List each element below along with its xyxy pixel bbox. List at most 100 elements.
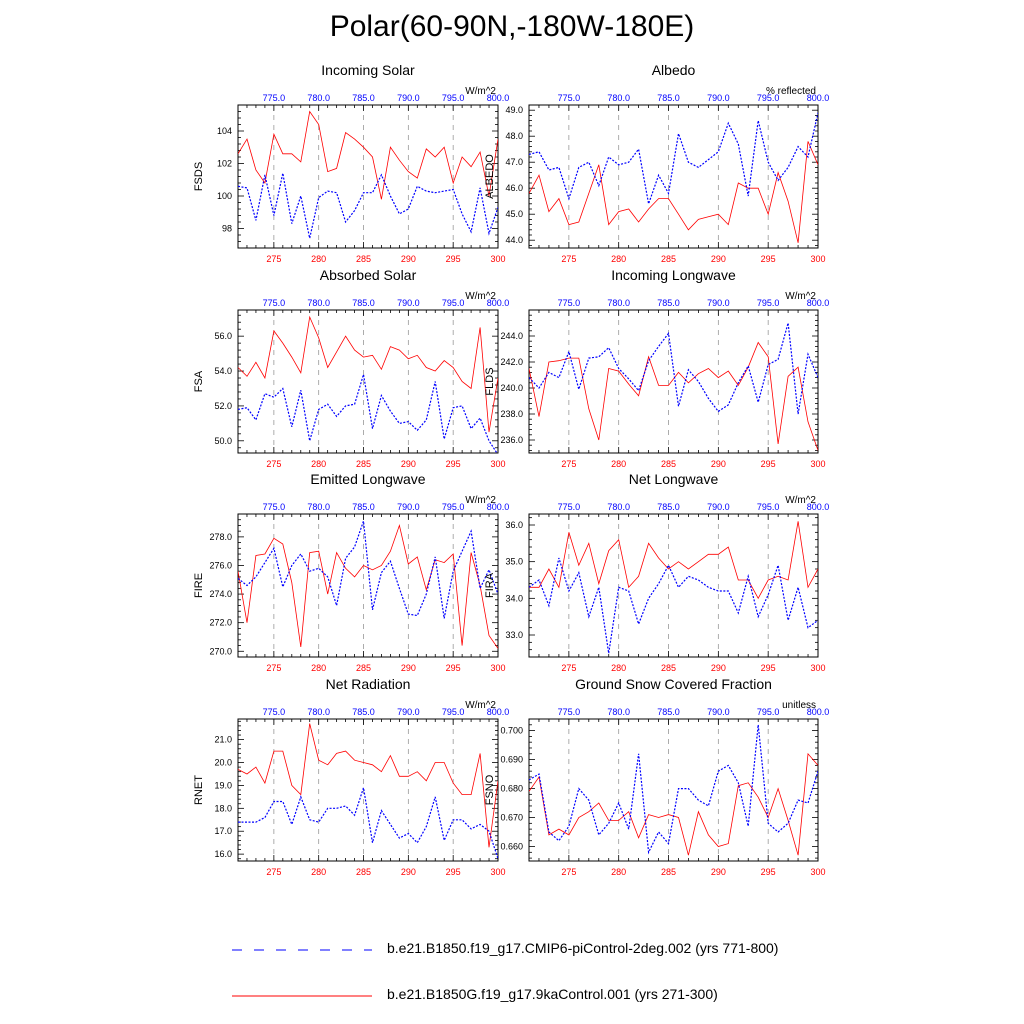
legend-label-test: b.e21.B1850G.f19_g17.9kaControl.001 (yrs… xyxy=(387,986,718,1002)
units-label: W/m^2 xyxy=(465,291,496,302)
y-axis-label: FSA xyxy=(193,370,205,392)
legend-label-control: b.e21.B1850.f19_g17.CMIP6-piControl-2deg… xyxy=(387,940,779,956)
x-tick-label-top: 790.0 xyxy=(707,707,730,717)
x-tick-label-bottom: 275 xyxy=(266,459,281,469)
x-tick-label-top: 780.0 xyxy=(307,502,330,512)
y-tick-label: 242.0 xyxy=(500,357,523,367)
x-tick-label-bottom: 280 xyxy=(611,459,626,469)
x-tick-label-top: 795.0 xyxy=(757,298,780,308)
x-tick-label-bottom: 275 xyxy=(561,459,576,469)
x-tick-label-bottom: 290 xyxy=(711,867,726,877)
y-tick-label: 20.0 xyxy=(214,758,232,768)
chart-title: Emitted Longwave xyxy=(310,471,425,487)
x-tick-label-top: 800.0 xyxy=(807,707,830,717)
series-line-control xyxy=(529,557,818,654)
y-tick-label: 49.0 xyxy=(505,105,523,115)
units-label: unitless xyxy=(782,700,816,711)
series-line-control xyxy=(238,374,498,453)
x-tick-label-top: 785.0 xyxy=(352,707,375,717)
y-tick-label: 98 xyxy=(222,224,232,234)
x-tick-label-top: 785.0 xyxy=(657,298,680,308)
x-tick-label-top: 790.0 xyxy=(707,502,730,512)
y-tick-label: 238.0 xyxy=(500,409,523,419)
plot-frame xyxy=(237,104,499,249)
x-tick-label-top: 785.0 xyxy=(352,502,375,512)
chart-panel-fsa: Absorbed Solar W/m^2 FSA 275 280 285 290 295 300… xyxy=(193,267,509,469)
x-tick-label-bottom: 290 xyxy=(711,254,726,264)
legend-swatch-control xyxy=(232,949,372,951)
x-tick-label-top: 780.0 xyxy=(307,298,330,308)
x-tick-label-bottom: 290 xyxy=(401,663,416,673)
y-tick-label: 47.0 xyxy=(505,157,523,167)
plot-frame xyxy=(528,718,819,862)
x-tick-label-bottom: 295 xyxy=(446,459,461,469)
plot-frame xyxy=(528,309,819,454)
x-tick-label-bottom: 280 xyxy=(611,254,626,264)
x-tick-label-bottom: 285 xyxy=(661,867,676,877)
x-tick-label-bottom: 285 xyxy=(356,254,371,264)
x-tick-label-top: 795.0 xyxy=(442,93,465,103)
y-tick-label: 0.680 xyxy=(500,784,523,794)
x-tick-label-bottom: 285 xyxy=(356,867,371,877)
plot-frame xyxy=(528,104,819,249)
y-tick-label: 0.690 xyxy=(500,755,523,765)
units-label: W/m^2 xyxy=(465,495,496,506)
legend-swatch-test xyxy=(232,995,372,997)
x-tick-label-bottom: 280 xyxy=(611,867,626,877)
x-tick-label-bottom: 275 xyxy=(266,254,281,264)
x-tick-label-bottom: 295 xyxy=(446,254,461,264)
y-axis-label: RNET xyxy=(193,775,205,805)
x-tick-label-bottom: 275 xyxy=(561,254,576,264)
x-tick-label-top: 790.0 xyxy=(707,93,730,103)
series-line-control xyxy=(238,787,498,859)
chart-title: Albedo xyxy=(652,62,696,78)
y-tick-label: 34.0 xyxy=(505,593,523,603)
x-tick-label-top: 790.0 xyxy=(397,93,420,103)
x-tick-label-top: 775.0 xyxy=(558,93,581,103)
y-tick-label: 240.0 xyxy=(500,383,523,393)
y-tick-label: 18.0 xyxy=(214,803,232,813)
x-tick-label-top: 800.0 xyxy=(807,502,830,512)
chart-panel-fire: Emitted Longwave W/m^2 FIRE 275 280 285 290 295… xyxy=(193,471,509,673)
x-tick-label-bottom: 285 xyxy=(356,459,371,469)
plot-frame xyxy=(528,513,819,658)
x-tick-label-top: 790.0 xyxy=(397,707,420,717)
y-tick-label: 236.0 xyxy=(500,435,523,445)
x-tick-label-top: 795.0 xyxy=(757,93,780,103)
x-tick-label-bottom: 290 xyxy=(401,459,416,469)
page-title: Polar(60-90N,-180W-180E) xyxy=(329,10,695,43)
x-tick-label-bottom: 295 xyxy=(761,459,776,469)
x-tick-label-top: 790.0 xyxy=(397,298,420,308)
x-tick-label-top: 790.0 xyxy=(707,298,730,308)
x-tick-label-top: 800.0 xyxy=(487,93,510,103)
y-tick-label: 46.0 xyxy=(505,183,523,193)
y-tick-label: 48.0 xyxy=(505,131,523,141)
x-tick-label-bottom: 300 xyxy=(810,254,825,264)
x-tick-label-bottom: 275 xyxy=(561,663,576,673)
x-tick-label-bottom: 295 xyxy=(446,867,461,877)
x-tick-label-bottom: 290 xyxy=(401,867,416,877)
x-tick-label-top: 800.0 xyxy=(807,93,830,103)
y-tick-label: 44.0 xyxy=(505,235,523,245)
y-tick-label: 45.0 xyxy=(505,209,523,219)
y-tick-label: 244.0 xyxy=(500,331,523,341)
chart-panel-rnet: Net Radiation W/m^2 RNET 275 280 285 290 295 300… xyxy=(193,676,509,877)
x-tick-label-top: 795.0 xyxy=(442,298,465,308)
y-axis-label: ALBEDO xyxy=(484,154,496,199)
y-tick-label: 274.0 xyxy=(209,589,232,599)
chart-title: Ground Snow Covered Fraction xyxy=(575,676,772,692)
x-tick-label-top: 775.0 xyxy=(263,93,286,103)
x-tick-label-top: 790.0 xyxy=(397,502,420,512)
x-tick-label-bottom: 300 xyxy=(490,459,505,469)
units-label: W/m^2 xyxy=(465,86,496,97)
x-tick-label-top: 780.0 xyxy=(607,93,630,103)
chart-title: Incoming Longwave xyxy=(611,267,736,283)
series-line-test xyxy=(529,521,818,600)
y-tick-label: 52.0 xyxy=(214,401,232,411)
series-line-control xyxy=(238,173,498,239)
x-tick-label-bottom: 280 xyxy=(311,459,326,469)
series-line-test xyxy=(238,723,498,848)
x-tick-label-bottom: 300 xyxy=(810,663,825,673)
units-label: W/m^2 xyxy=(465,700,496,711)
x-tick-label-bottom: 300 xyxy=(810,867,825,877)
